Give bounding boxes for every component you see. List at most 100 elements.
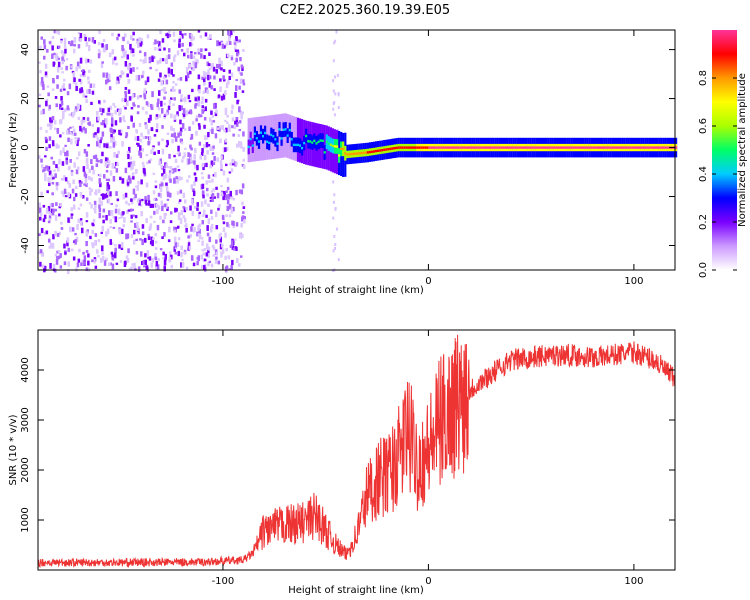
spectrogram-cell (212, 162, 216, 166)
ridge-core (405, 146, 408, 149)
spectrogram-cell (170, 62, 174, 67)
spectrogram-cell (186, 72, 190, 79)
spectrogram-cell (88, 187, 91, 190)
spectrogram-cell (144, 237, 147, 243)
spectrogram-cell (79, 218, 83, 221)
spectrogram-cell (122, 115, 125, 121)
spectrogram-cell (67, 167, 71, 171)
spectrogram-cell (116, 76, 119, 82)
spectrogram-cell (88, 45, 91, 51)
spectrogram-cell (151, 57, 154, 62)
spectrogram-cell (56, 67, 60, 73)
spectrogram-cell (226, 222, 229, 227)
spectrogram-cell (63, 188, 67, 194)
spectrogram-cell (113, 129, 116, 133)
spectrogram-cell (51, 202, 54, 208)
spectrogram-cell (45, 146, 48, 151)
spectrogram-cell (230, 207, 233, 214)
spectrogram-cell (337, 93, 340, 97)
spectrogram-cell (187, 242, 191, 249)
snr-series-line (37, 334, 676, 569)
spectrogram-cell (100, 63, 104, 68)
spectrogram-cell (101, 225, 104, 232)
spectrogram-cell (226, 114, 229, 118)
spectrogram-cell (140, 251, 143, 257)
spectrogram-cell (98, 197, 102, 204)
spectrogram-cell (154, 185, 158, 189)
ridge-core (370, 150, 374, 153)
spectrogram-cell (68, 83, 72, 90)
spectrogram-cell (199, 155, 202, 160)
spectrogram-cell (190, 34, 194, 37)
spectrogram-cell (103, 44, 107, 49)
spectrogram-cell (168, 175, 171, 182)
spectrogram-cell (228, 69, 231, 74)
spectrogram-cell (71, 227, 75, 232)
spectrogram-cell (215, 211, 218, 217)
spectrogram-cell (114, 247, 117, 253)
colorbar-tick-label: 0.2 (698, 214, 709, 230)
spectrogram-cell (193, 205, 197, 209)
spectrogram-cell (125, 255, 129, 259)
spectrogram-cell (173, 39, 176, 43)
spectrogram-cell (78, 180, 82, 184)
spectrogram-cell (220, 95, 224, 101)
spectrogram-cell (167, 239, 171, 243)
spectrogram-cell (233, 39, 236, 45)
y-tick-label: -40 (20, 237, 31, 253)
spectrogram-cell (152, 56, 156, 59)
spectrogram-cell (225, 265, 229, 270)
spectrogram-cell (159, 215, 162, 220)
spectrogram-cell (147, 200, 151, 206)
spectrogram-cell (105, 178, 109, 181)
spectrogram-cell (185, 266, 189, 270)
spectrogram-cell (136, 198, 140, 204)
y-tick-label: 40 (20, 43, 31, 56)
spectrogram-cell (102, 72, 105, 78)
ridge-core (568, 146, 571, 149)
spectrogram-cell (208, 75, 212, 80)
spectrogram-cell (234, 49, 238, 52)
spectrogram-cell (132, 188, 136, 195)
spectrogram-cell (182, 215, 185, 219)
ridge-core (268, 141, 271, 144)
spectrogram-cell (116, 36, 119, 41)
spectrogram-cell (224, 232, 227, 238)
spectrogram-ridge (247, 113, 678, 177)
spectrogram-cell (82, 69, 85, 76)
ridge-core (340, 147, 343, 150)
spectrogram-cell (55, 103, 58, 108)
spectrogram-cell (84, 128, 87, 134)
ridge-core (516, 146, 519, 149)
spectrogram-cell (164, 258, 167, 262)
spectrogram-cell (64, 144, 67, 147)
ridge-core (393, 147, 396, 150)
ridge-core (342, 147, 345, 151)
spectrogram-cell (163, 165, 167, 169)
spectrogram-cell (91, 229, 94, 234)
spectrogram-cell (174, 176, 177, 180)
spectrogram-cell (129, 156, 132, 160)
spectrogram-cell (186, 47, 189, 54)
spectrogram-cell (226, 121, 229, 125)
spectrogram-cell (212, 254, 215, 257)
spectrogram-cell (333, 41, 336, 45)
spectrogram-cell (43, 231, 47, 235)
spectrogram-cell (236, 100, 239, 105)
spectrogram-cell (225, 82, 229, 88)
spectrogram-cell (70, 40, 74, 46)
spectrogram-cell (172, 103, 175, 106)
spectrogram-cell (74, 106, 78, 112)
spectrogram-cell (192, 229, 195, 233)
spectrogram-cell (231, 117, 235, 122)
spectrogram-cell (40, 228, 44, 234)
spectrogram-cell (149, 223, 153, 227)
spectrogram-cell (173, 97, 176, 101)
ridge-core (333, 145, 337, 148)
spectrogram-cell (230, 264, 233, 270)
spectrogram-cell (93, 259, 96, 264)
spectrogram-cell (99, 139, 102, 144)
spectrogram-cell (79, 57, 83, 64)
spectrogram-cell (140, 211, 143, 217)
